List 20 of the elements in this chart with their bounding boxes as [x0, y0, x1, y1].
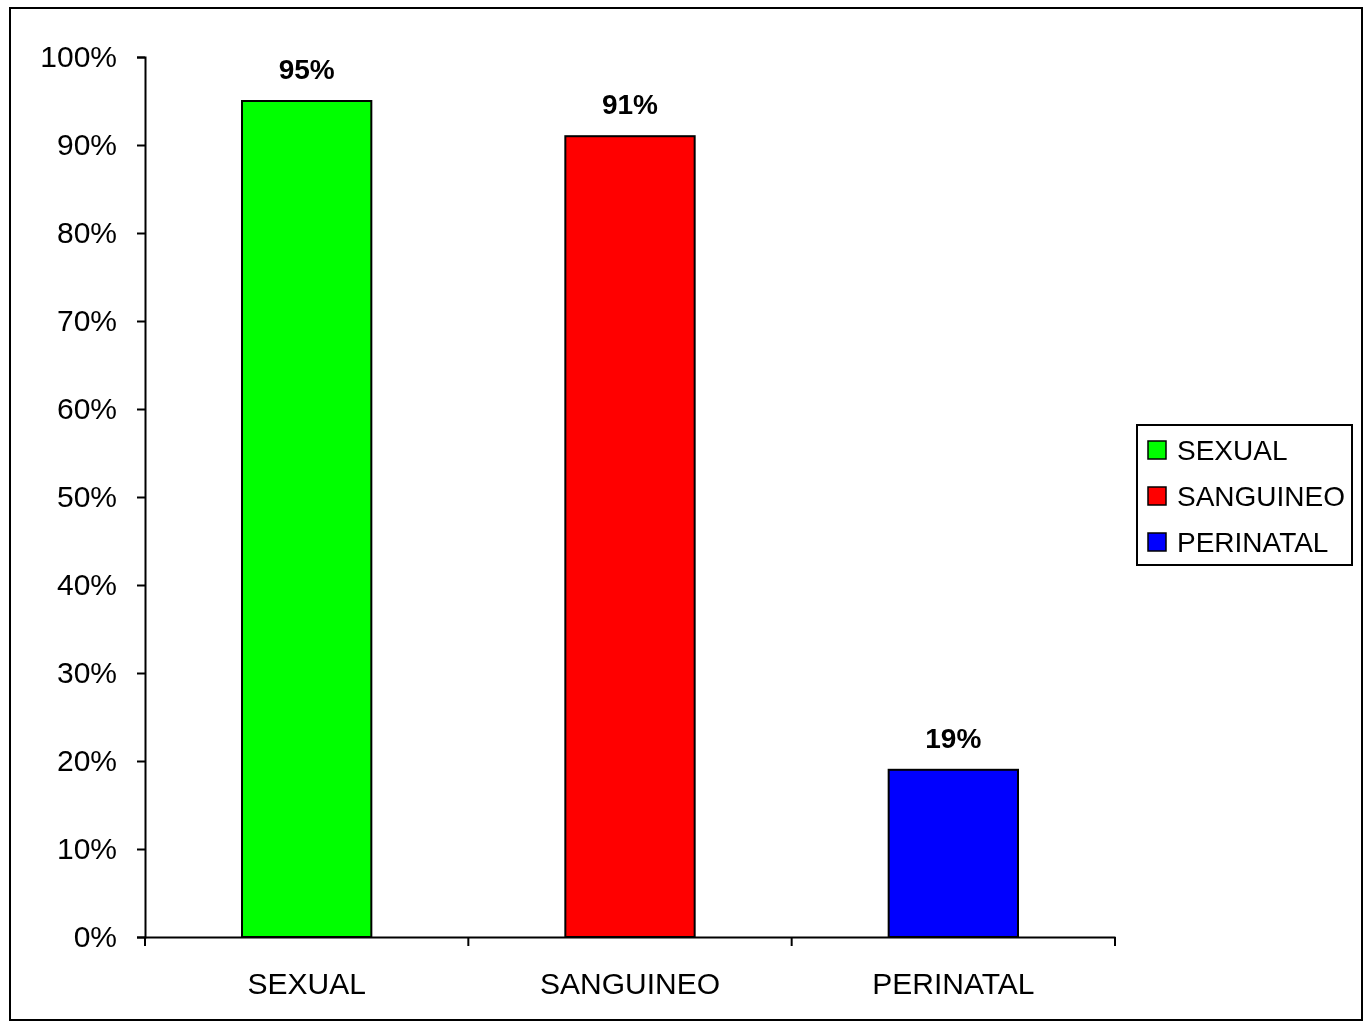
y-tick-label: 40% — [56, 568, 117, 602]
x-tick-label: SANGUINEO — [539, 967, 721, 1001]
y-tick-label: 0% — [73, 920, 117, 954]
y-tick-label: 80% — [56, 216, 117, 250]
y-tick-label: 20% — [56, 744, 117, 778]
y-tick-label: 100% — [40, 40, 117, 74]
y-tick-label: 60% — [56, 392, 117, 426]
data-label: 95% — [278, 54, 335, 85]
x-tick-label: PERINATAL — [872, 967, 1035, 1001]
y-tick-label: 50% — [56, 480, 117, 514]
legend-label: SANGUINEO — [1177, 481, 1346, 513]
y-tick-label: 30% — [56, 656, 117, 690]
y-tick-label: 70% — [56, 304, 117, 338]
y-tick-label: 90% — [56, 128, 117, 162]
y-tick-label: 10% — [56, 832, 117, 866]
legend-label: PERINATAL — [1177, 527, 1329, 559]
data-label: 91% — [601, 89, 659, 121]
data-label: 19% — [925, 722, 982, 754]
legend-label: SEXUAL — [1177, 435, 1288, 467]
x-tick-label: SEXUAL — [247, 967, 366, 1001]
